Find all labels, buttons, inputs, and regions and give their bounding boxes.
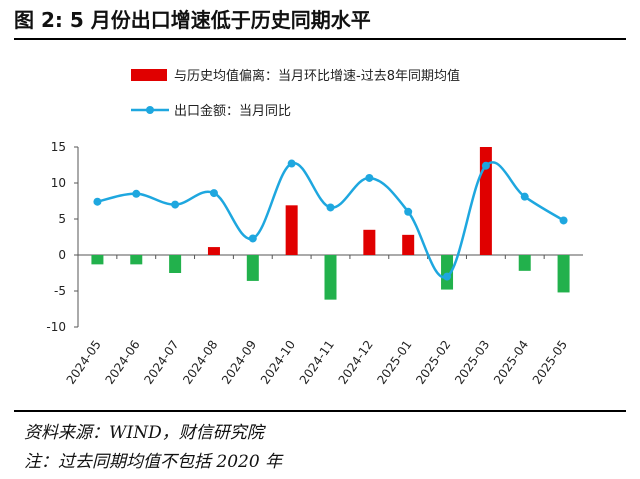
line-point bbox=[93, 197, 102, 206]
figure-title: 图 2: 5 月份出口增速低于历史同期水平 bbox=[14, 8, 371, 32]
source-note: 资料来源：WIND，财信研究院 bbox=[24, 423, 264, 443]
line-point bbox=[209, 189, 218, 198]
line-point bbox=[132, 189, 141, 198]
line-point bbox=[404, 207, 413, 216]
line-series bbox=[93, 159, 568, 281]
y-tick-label: 0 bbox=[58, 248, 66, 262]
line-point bbox=[559, 216, 568, 225]
chart: 与历史均值偏离：当月环比增速-过去8年同期均值 出口金额：当月同比 15 10 5 0… bbox=[46, 68, 583, 387]
x-tick-label: 2024-09 bbox=[219, 338, 259, 387]
x-tick-label: 2024-06 bbox=[102, 338, 142, 387]
x-axis: 2024-052024-062024-072024-082024-092024-… bbox=[64, 254, 583, 387]
legend-bar-swatch bbox=[131, 69, 167, 81]
bar bbox=[91, 255, 104, 265]
line-point bbox=[520, 192, 529, 201]
bar bbox=[130, 255, 143, 265]
line-point bbox=[365, 173, 374, 182]
bar bbox=[285, 205, 298, 255]
bar bbox=[324, 255, 337, 300]
bar bbox=[207, 247, 220, 255]
x-tick-label: 2025-04 bbox=[491, 338, 531, 387]
bar bbox=[363, 229, 376, 255]
footnote: 注：过去同期均值不包括 2020 年 bbox=[24, 452, 283, 472]
bottom-rule bbox=[14, 410, 626, 412]
bar bbox=[169, 255, 182, 273]
y-axis: 15 10 5 0 -5 -10 bbox=[46, 140, 79, 334]
line-point bbox=[287, 159, 296, 168]
legend-line-marker bbox=[146, 106, 154, 114]
x-tick-label: 2024-10 bbox=[258, 338, 298, 387]
x-tick-label: 2024-05 bbox=[64, 338, 104, 387]
x-tick-label: 2024-11 bbox=[297, 338, 337, 387]
y-tick-label: -5 bbox=[54, 284, 66, 298]
x-tick-label: 2025-01 bbox=[374, 338, 414, 387]
bar bbox=[479, 147, 492, 255]
legend-bar-label: 与历史均值偏离：当月环比增速-过去8年同期均值 bbox=[174, 68, 460, 84]
y-tick-label: 10 bbox=[51, 176, 66, 190]
line-point bbox=[443, 272, 452, 281]
line-point bbox=[481, 161, 490, 170]
x-tick-label: 2025-03 bbox=[452, 338, 492, 387]
bar bbox=[518, 255, 531, 271]
x-tick-label: 2024-07 bbox=[141, 338, 181, 387]
bar bbox=[557, 255, 570, 293]
bar bbox=[246, 255, 259, 281]
y-tick-label: -10 bbox=[46, 320, 66, 334]
x-tick-label: 2025-02 bbox=[413, 338, 453, 387]
line-point bbox=[248, 234, 257, 243]
x-tick-label: 2024-08 bbox=[180, 338, 220, 387]
y-tick-label: 15 bbox=[51, 140, 66, 154]
line-point bbox=[171, 200, 180, 209]
legend: 与历史均值偏离：当月环比增速-过去8年同期均值 出口金额：当月同比 bbox=[131, 68, 460, 119]
top-rule bbox=[14, 38, 626, 40]
x-tick-label: 2024-12 bbox=[336, 338, 376, 387]
legend-line-label: 出口金额：当月同比 bbox=[174, 103, 291, 119]
bar-series bbox=[91, 147, 570, 300]
x-tick-label: 2025-05 bbox=[530, 338, 570, 387]
bar bbox=[402, 234, 415, 255]
bar bbox=[441, 255, 454, 290]
y-tick-label: 5 bbox=[58, 212, 66, 226]
line-point bbox=[326, 203, 335, 212]
